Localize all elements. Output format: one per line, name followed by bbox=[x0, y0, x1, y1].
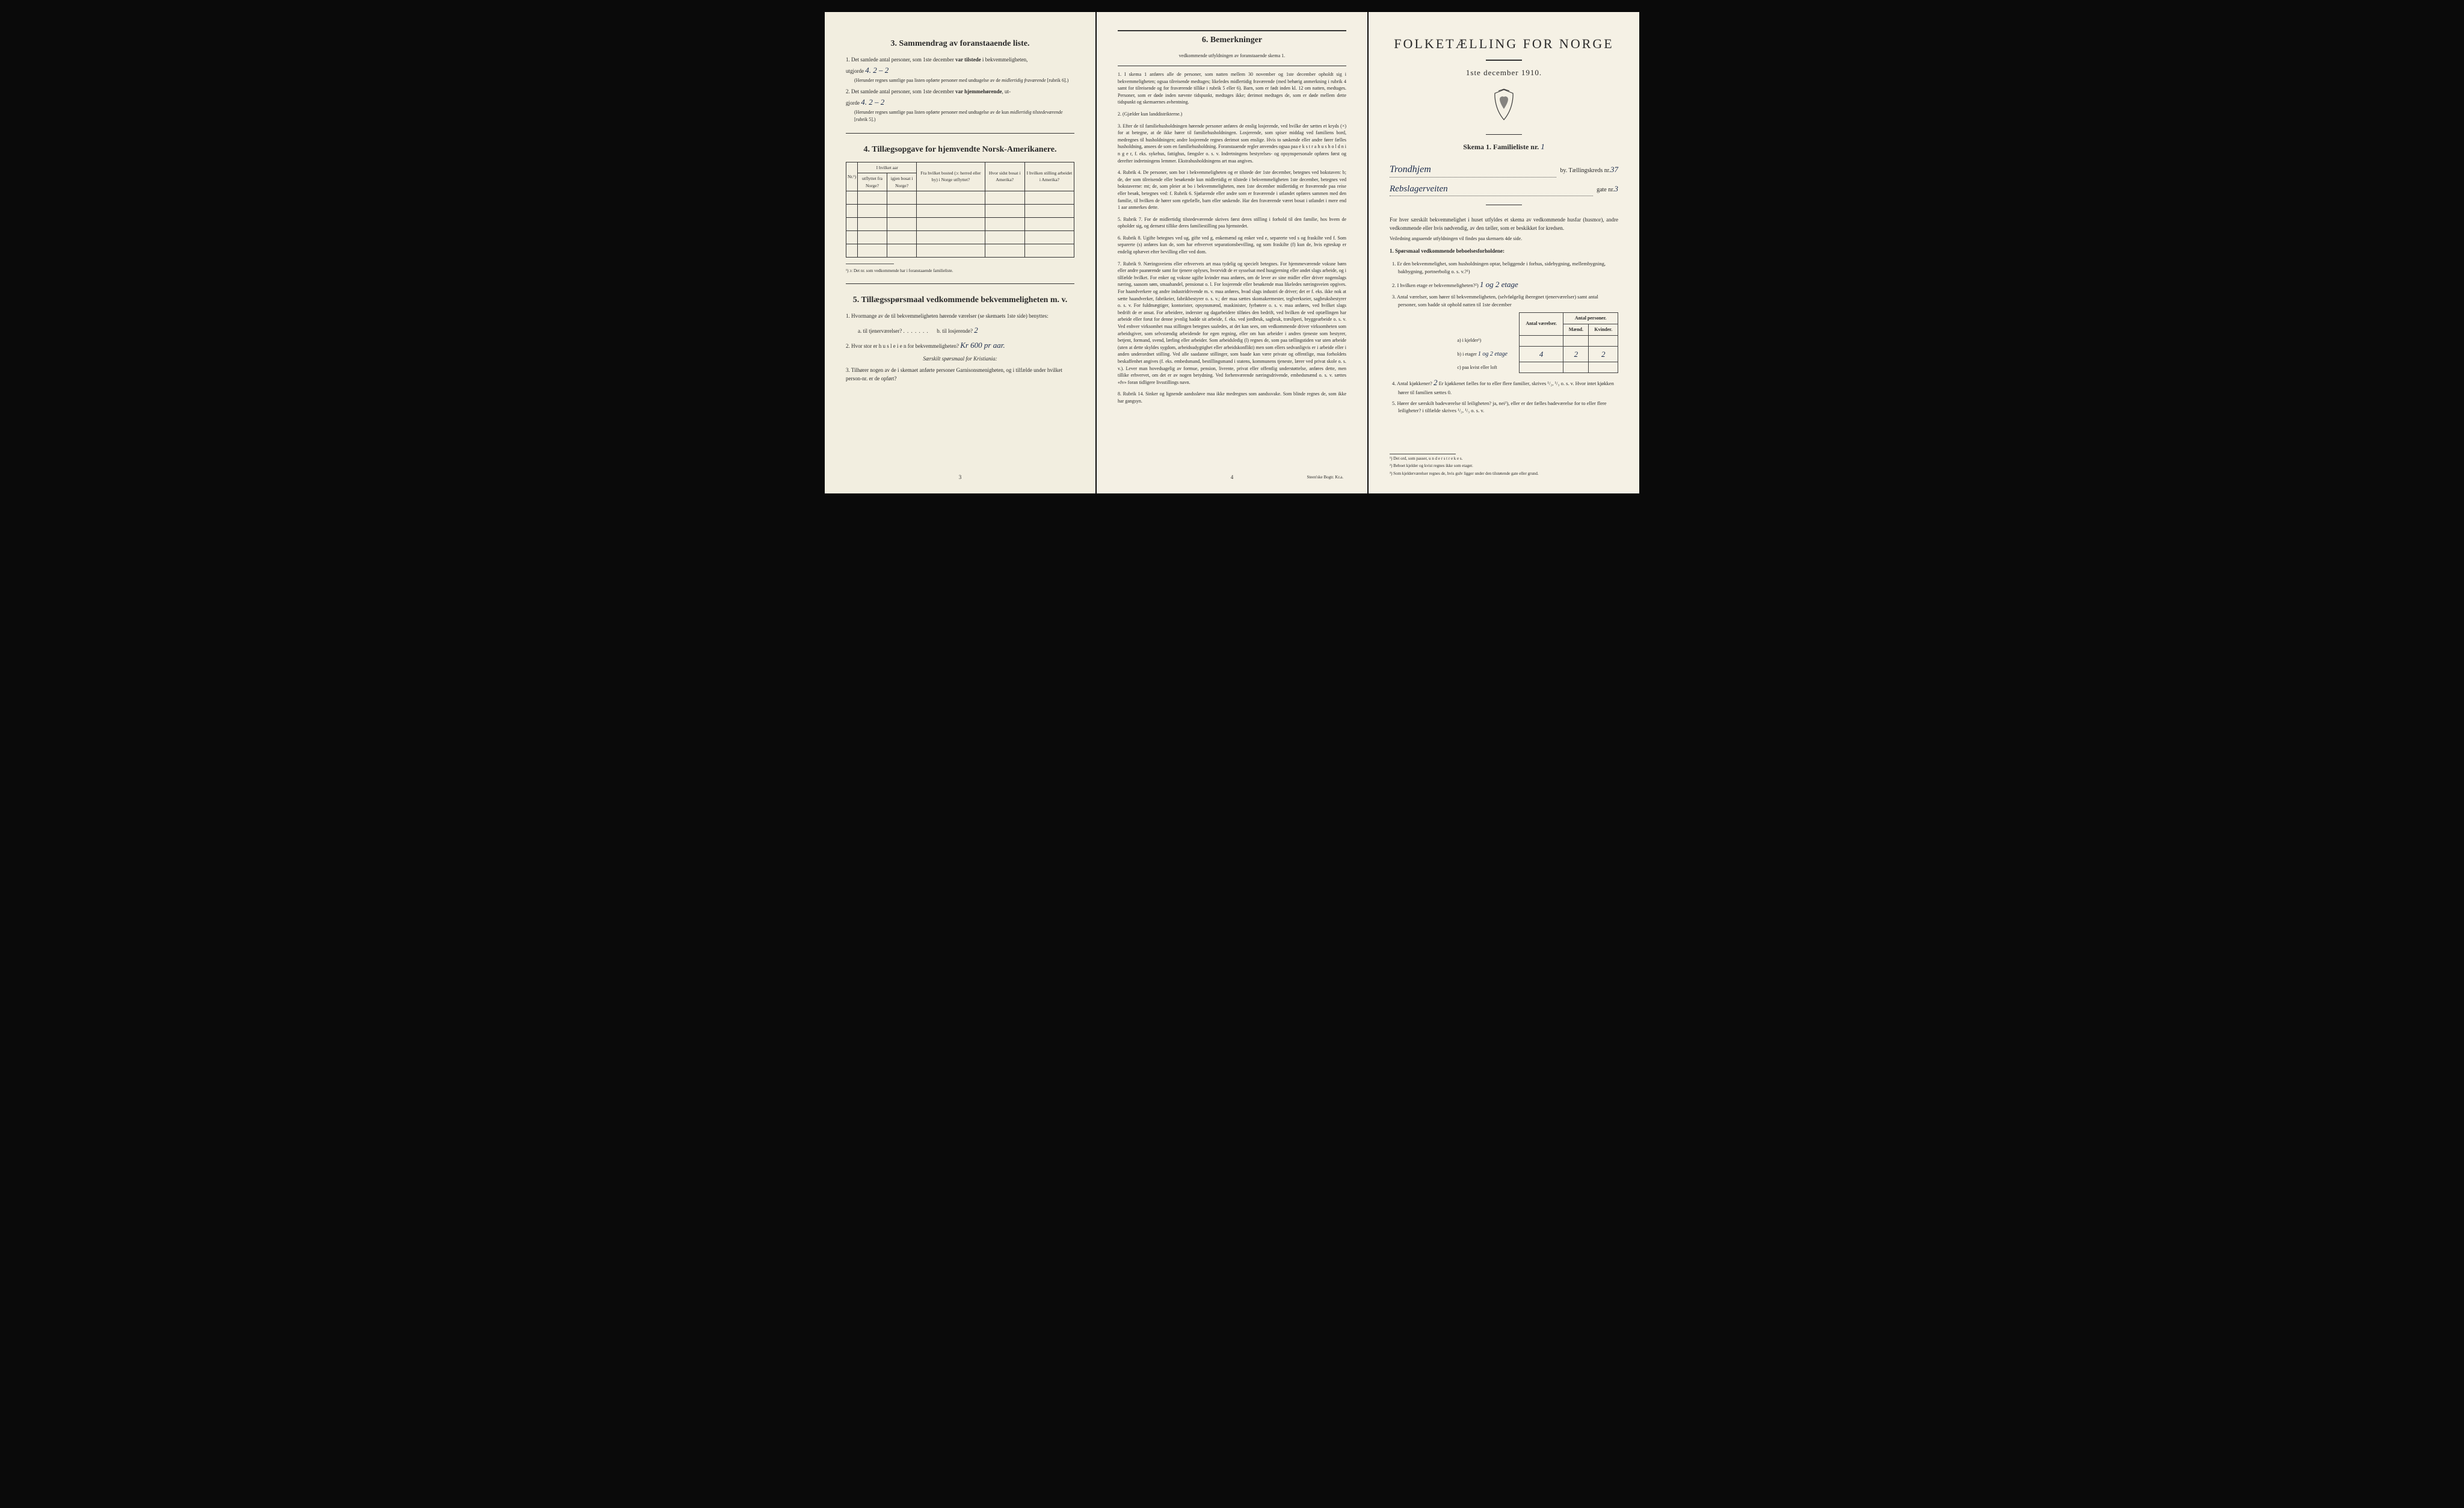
col-stilling: I hvilken stilling arbeidet i Amerika? bbox=[1024, 162, 1074, 191]
hw-lodgers: 2 bbox=[974, 326, 978, 335]
hw-women-count: 2 bbox=[1601, 350, 1606, 359]
divider bbox=[846, 133, 1074, 134]
q5-2-note: Særskilt spørsmaal for Kristiania: bbox=[846, 355, 1074, 363]
col-maend: Mænd. bbox=[1563, 324, 1589, 335]
intro-note: Veiledning angaaende utfyldningen vil fi… bbox=[1390, 235, 1618, 243]
remark-item: 2. (Gjælder kun landdistrikterne.) bbox=[1118, 111, 1346, 118]
table-row: c) paa kvist eller loft bbox=[1453, 362, 1618, 373]
hw-kreds-nr: 37 bbox=[1610, 164, 1618, 176]
col-sidst: Hvor sidst bosat i Amerika? bbox=[985, 162, 1024, 191]
page-cover: FOLKETÆLLING FOR NORGE 1ste december 191… bbox=[1369, 12, 1639, 493]
q5-1a: a. til tjenerværelser? bbox=[858, 328, 902, 334]
remark-item: 4. Rubrik 4. De personer, som bor i bekv… bbox=[1118, 169, 1346, 211]
col-aar: I hvilket aar bbox=[858, 162, 917, 173]
footnote-2: ²) Beboet kjelder og kvist regnes ikke s… bbox=[1390, 463, 1618, 469]
remarks-list: 1. I skema 1 anføres alle de personer, s… bbox=[1118, 71, 1346, 405]
page-4: 6. Bemerkninger vedkommende utfyldningen… bbox=[1097, 12, 1367, 493]
q-5: 5. Hører der særskilt badeværelse til le… bbox=[1398, 400, 1618, 415]
q-4: 4. Antal kjøkkener? 2 Er kjøkkenet fælle… bbox=[1398, 377, 1618, 396]
table-row: b) i etager 1 og 2 etage 4 2 2 bbox=[1453, 346, 1618, 362]
remark-item: 7. Rubrik 9. Næringsveiens eller erhverv… bbox=[1118, 261, 1346, 386]
col-bosat: igjen bosat i Norge? bbox=[887, 173, 917, 191]
printer-mark: Steen'ske Bogtr. Kr.a. bbox=[1307, 474, 1343, 481]
q-3: 3. Antal værelser, som hører til bekvemm… bbox=[1398, 293, 1618, 309]
page-3: 3. Sammendrag av foranstaaende liste. 1.… bbox=[825, 12, 1095, 493]
remark-item: 5. Rubrik 7. For de midlertidig tilstede… bbox=[1118, 216, 1346, 230]
hw-total-resident: 4. 2 – 2 bbox=[861, 97, 884, 107]
hw-etage-rows: 1 og 2 etage bbox=[1478, 351, 1508, 357]
hw-street: Rebslagerveiten bbox=[1390, 182, 1593, 197]
q5-1: 1. Hvormange av de til bekvemmeligheten … bbox=[846, 312, 1074, 321]
footnote-1: ¹) Det ord, som passer, u n d e r s t r … bbox=[1390, 456, 1618, 462]
col-vaerelser: Antal værelser. bbox=[1519, 312, 1563, 335]
table-row bbox=[846, 204, 1074, 217]
census-date: 1ste december 1910. bbox=[1390, 67, 1618, 79]
section-6-title: 6. Bemerkninger bbox=[1118, 34, 1346, 46]
footnote-3: ³) Som kjelderværelser regnes de, hvis g… bbox=[1390, 471, 1618, 477]
q-2: 2. I hvilken etage er bekvemmeligheten?²… bbox=[1398, 279, 1618, 291]
hw-etage: 1 og 2 etage bbox=[1480, 280, 1518, 289]
remark-item: 6. Rubrik 8. Ugifte betegnes ved ug, gif… bbox=[1118, 235, 1346, 256]
hw-gate-nr: 3 bbox=[1615, 183, 1619, 195]
footnote-definitions: ¹) Det ord, som passer, u n d e r s t r … bbox=[1390, 453, 1618, 478]
col-personer: Antal personer. bbox=[1563, 312, 1618, 324]
questions-list: 1. Er den bekvemmelighet, som husholdnin… bbox=[1390, 260, 1618, 309]
main-title: FOLKETÆLLING FOR NORGE bbox=[1390, 34, 1618, 54]
norsk-amerikanere-table: Nr.¹) I hvilket aar Fra hvilket bosted (… bbox=[846, 162, 1074, 258]
hw-family-list-nr: 1 bbox=[1541, 142, 1545, 151]
intro-paragraph: For hver særskilt bekvemmelighet i huset… bbox=[1390, 216, 1618, 233]
rooms-table: Antal værelser. Antal personer. Mænd. Kv… bbox=[1453, 312, 1618, 374]
hw-kitchens: 2 bbox=[1434, 378, 1438, 387]
section-4-title: 4. Tillægsopgave for hjemvendte Norsk-Am… bbox=[846, 143, 1074, 156]
remark-item: 8. Rubrik 14. Sinker og lignende aandssl… bbox=[1118, 391, 1346, 404]
table-row bbox=[846, 244, 1074, 257]
col-nr: Nr.¹) bbox=[846, 162, 858, 191]
q-header: 1. Spørsmaal vedkommende beboelsesforhol… bbox=[1390, 248, 1505, 254]
hw-men-count: 2 bbox=[1574, 350, 1578, 359]
item-3-1: 1. Det samlede antal personer, som 1ste … bbox=[846, 56, 1074, 84]
hw-rent: Kr 600 pr aar. bbox=[960, 341, 1005, 350]
divider bbox=[846, 283, 1074, 284]
q5-1b: b. til losjerende? bbox=[937, 328, 973, 334]
table-row bbox=[846, 217, 1074, 230]
remark-item: 1. I skema 1 anføres alle de personer, s… bbox=[1118, 71, 1346, 106]
hw-total-present: 4. 2 – 2 bbox=[865, 66, 889, 75]
table-row bbox=[846, 191, 1074, 204]
document-spread: 3. Sammendrag av foranstaaende liste. 1.… bbox=[825, 12, 1639, 493]
skema-line: Skema 1. Familieliste nr. 1 bbox=[1390, 141, 1618, 153]
page-number: 3 bbox=[959, 474, 962, 482]
item-3-2: 2. Det samlede antal personer, som 1ste … bbox=[846, 88, 1074, 123]
location-lines: Trondhjem by. Tællingskreds nr. 37 Rebsl… bbox=[1390, 162, 1618, 197]
table-row bbox=[846, 230, 1074, 244]
col-utflyttet: utflyttet fra Norge? bbox=[858, 173, 887, 191]
q5-2: 2. Hvor stor er h u s l e i e n for bekv… bbox=[846, 343, 959, 349]
section-6-subtitle: vedkommende utfyldningen av foranstaaend… bbox=[1118, 52, 1346, 60]
hw-rooms-count: 4 bbox=[1539, 350, 1544, 359]
section-5-title: 5. Tillægsspørsmaal vedkommende bekvemme… bbox=[846, 294, 1074, 306]
q-1: 1. Er den bekvemmelighet, som husholdnin… bbox=[1398, 260, 1618, 276]
coat-of-arms-icon bbox=[1390, 88, 1618, 125]
table-row: a) i kjelder³) bbox=[1453, 335, 1618, 346]
section-3-title: 3. Sammendrag av foranstaaende liste. bbox=[846, 37, 1074, 50]
hw-city: Trondhjem bbox=[1390, 162, 1556, 178]
page-number: 4 bbox=[1231, 474, 1234, 482]
col-kvinder: Kvinder. bbox=[1589, 324, 1618, 335]
q5-3: 3. Tilhører nogen av de i skemaet anført… bbox=[846, 366, 1074, 383]
remark-item: 3. Efter de til familiehusholdningen hør… bbox=[1118, 123, 1346, 165]
col-bosted: Fra hvilket bosted (ɔ: herred eller by) … bbox=[917, 162, 985, 191]
section-4-footnote: ¹) ɔ: Det nr. som vedkommende har i fora… bbox=[846, 268, 1074, 274]
